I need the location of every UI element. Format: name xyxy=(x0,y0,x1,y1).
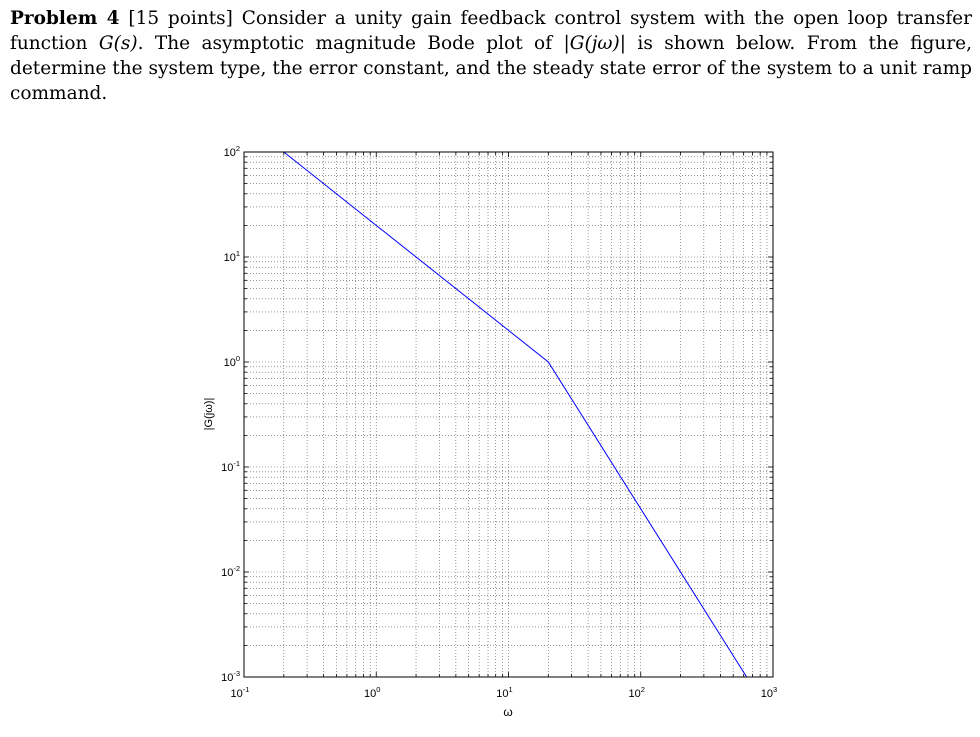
magnitude-curve xyxy=(283,151,748,678)
plot-grid xyxy=(244,152,773,677)
x-tick-label: 103 xyxy=(761,685,777,700)
problem-statement: Problem 4 [15 points] Consider a unity g… xyxy=(10,6,972,106)
problem-math-gs: G(s) xyxy=(98,33,138,54)
x-tick-label: 101 xyxy=(496,685,512,700)
problem-text-3: is shown below. From the figure, determi… xyxy=(10,33,972,104)
problem-points: [15 points] xyxy=(128,8,233,29)
x-axis-label: ω xyxy=(503,705,512,719)
plot-curves xyxy=(283,151,748,678)
x-tick-label: 10-1 xyxy=(231,685,250,700)
problem-heading: Problem 4 xyxy=(10,8,120,29)
x-tick-label: 102 xyxy=(629,685,645,700)
plot-frame xyxy=(243,151,774,678)
y-tick-label: 10-3 xyxy=(221,669,240,684)
y-tick-label: 102 xyxy=(224,144,240,159)
y-tick-label: 100 xyxy=(224,354,240,369)
problem-text-2: . The asymptotic magnitude Bode plot of xyxy=(137,33,564,54)
problem-math-gjw: |G(jω)| xyxy=(563,33,626,54)
y-tick-label: 10-1 xyxy=(221,459,240,474)
plot-tick-labels: 10-1 100 101 102 103 102 101 100 10-1 10-2 10-3 xyxy=(221,144,777,700)
y-tick-label: 101 xyxy=(224,249,240,264)
x-tick-label: 100 xyxy=(364,685,380,700)
y-axis-label: |G(jω)| xyxy=(203,398,215,431)
problem-text-1: Consider a unity gain feedback control s… xyxy=(10,8,972,54)
y-tick-label: 10-2 xyxy=(221,564,240,579)
